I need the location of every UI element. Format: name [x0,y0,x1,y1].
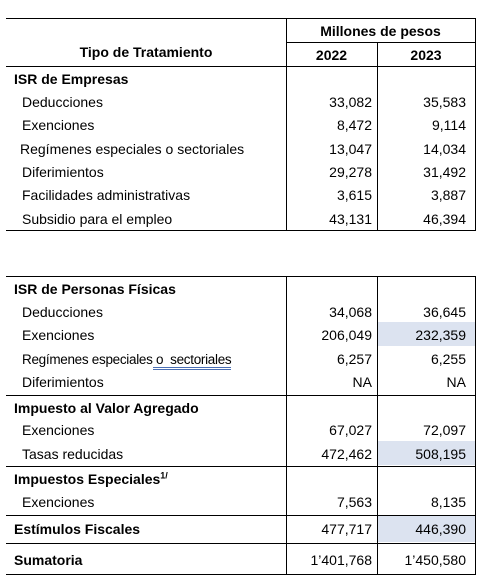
row-value-2023: 6,255 [430,351,466,367]
footnote-marker: 1/ [160,470,168,481]
row-value-2023: 1’450,580 [404,552,466,568]
row-value-2022: 472,462 [321,446,372,462]
rule-bottom [6,574,475,575]
row-value-2022: 206,049 [321,327,372,343]
row-value-2022: 3,615 [336,187,372,203]
rule-col2-lower [377,276,378,575]
row-value-2022: 477,717 [321,521,372,537]
row-label: Facilidades administrativas [22,187,191,203]
section-title-text: Impuestos Especiales [14,471,161,487]
row-label: Deducciones [22,94,103,110]
row-value-2022: 33,082 [329,94,372,110]
rule-group-under [286,42,475,43]
row-value-2022: 7,563 [336,494,372,510]
rule-col1-lower [286,276,287,575]
header-col-label: Tipo de Tratamiento [79,44,213,60]
highlight-tasas-reducidas-2023 [378,441,475,465]
rule-col2-header [377,42,378,231]
rule-right-lower [475,276,476,575]
row-label: Exenciones [22,494,95,510]
section-title-isr-empresas: ISR de Empresas [14,71,129,87]
row-value-2023: 35,583 [423,94,466,110]
row-label-sumatoria: Sumatoria [14,552,83,568]
row-label: Diferimientos [22,164,104,180]
row-value-2022: 13,047 [329,141,372,157]
row-value-2022: 6,257 [336,351,372,367]
row-value-2022: NA [352,374,372,390]
highlight-estimulos-2023 [378,516,475,542]
rule-header-bottom [6,66,475,67]
row-label-estimulos-fiscales: Estímulos Fiscales [14,521,141,537]
rule-empresas-bottom [6,230,475,231]
row-label: Exenciones [22,422,95,438]
rule-col1-header [286,18,287,231]
header-year-2023: 2023 [410,47,442,63]
rule-iva-bottom [6,466,475,467]
row-value-2022: 43,131 [329,211,372,227]
row-value-2023: 232,359 [415,327,466,343]
row-value-2023: 508,195 [415,446,466,462]
section-title-iva: Impuesto al Valor Agregado [14,400,199,416]
rule-top [6,18,475,19]
row-value-2023: 31,492 [423,164,466,180]
header-year-2022: 2022 [315,47,348,63]
rule-pf-top [6,276,475,277]
row-value-2023: 46,394 [423,211,466,227]
row-value-2023: 14,034 [423,141,466,157]
rule-pf-bottom [6,395,475,396]
rule-right-header [475,18,476,231]
highlight-exenciones-pf-2023 [378,322,475,346]
row-value-2023: 9,114 [432,117,466,133]
row-label-part: Regímenes especiales [22,352,153,367]
rule-ieps-bottom [6,515,475,516]
row-value-2023: 446,390 [415,521,466,537]
row-value-2023: 72,097 [423,422,466,438]
row-value-2022: 34,068 [329,304,372,320]
section-title-isr-personas-fisicas: ISR de Personas Físicas [14,281,176,297]
row-label: Exenciones [22,117,95,133]
row-label: Exenciones [22,327,95,343]
rule-estimulos-bottom [6,543,475,544]
row-value-2023: 8,135 [430,494,466,510]
row-value-2023: 36,645 [423,304,466,320]
row-value-2023: 3,887 [430,187,466,203]
row-label: Tasas reducidas [22,446,124,462]
row-value-2022: 8,472 [336,117,372,133]
header-group-label: Millones de pesos [320,23,441,39]
row-value-2023: NA [446,374,466,390]
row-label: Subsidio para el empleo [22,211,173,227]
row-value-2022: 1’401,768 [310,552,372,568]
row-value-2022: 67,027 [329,422,372,438]
row-label-regimenes-pf: Regímenes especiales o sectoriales [22,348,232,371]
row-value-2022: 29,278 [329,164,372,180]
row-label: Regímenes especiales o sectoriales [20,141,245,157]
row-label: Diferimientos [22,374,104,390]
section-title-impuestos-especiales: Impuestos Especiales1/ [14,468,168,491]
row-label: Deducciones [22,304,103,320]
spellcheck-underlined-text: o sectoriales [152,352,232,370]
